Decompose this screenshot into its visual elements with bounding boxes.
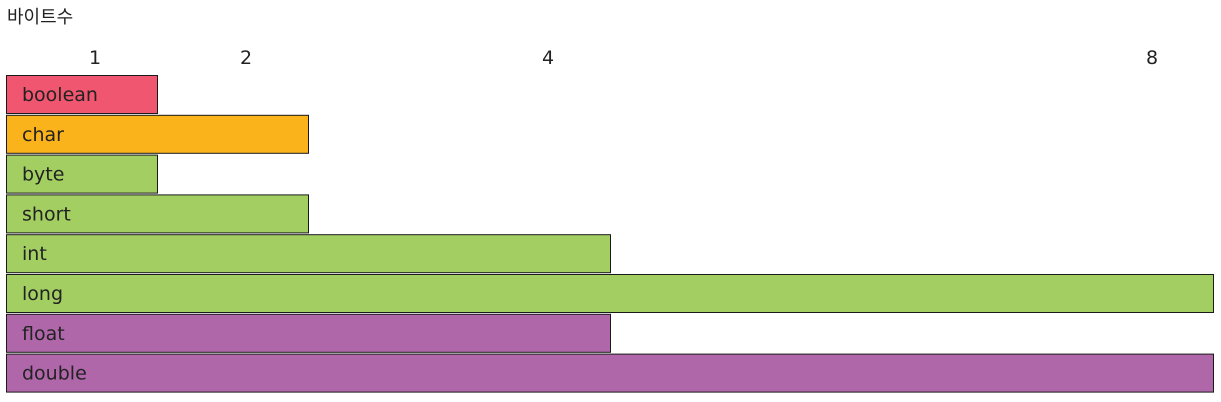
bar-label-float: float xyxy=(22,323,65,345)
bar-label-int: int xyxy=(22,243,47,265)
bar-long xyxy=(6,274,1214,313)
bars: boolean char byte short int long float double xyxy=(6,75,1214,393)
tick-label-8: 8 xyxy=(1146,47,1158,69)
bar-byte xyxy=(6,154,158,194)
tick-label-1: 1 xyxy=(89,47,101,69)
bar-label-byte: byte xyxy=(22,164,64,186)
bar-boolean xyxy=(6,75,158,114)
axis-title: 바이트수 xyxy=(7,7,73,28)
bar-char xyxy=(6,114,309,154)
x-axis-ticks: 1 2 4 8 xyxy=(89,47,1158,69)
bar-double xyxy=(6,353,1214,393)
bar-short xyxy=(6,194,309,234)
tick-label-2: 2 xyxy=(240,47,252,69)
bar-int xyxy=(6,234,611,274)
tick-label-4: 4 xyxy=(542,47,554,69)
bar-label-long: long xyxy=(22,283,63,305)
bar-label-boolean: boolean xyxy=(22,84,98,106)
bar-label-double: double xyxy=(22,363,87,385)
bar-label-short: short xyxy=(22,203,71,225)
bar-float xyxy=(6,313,611,353)
bar-label-char: char xyxy=(22,124,64,146)
